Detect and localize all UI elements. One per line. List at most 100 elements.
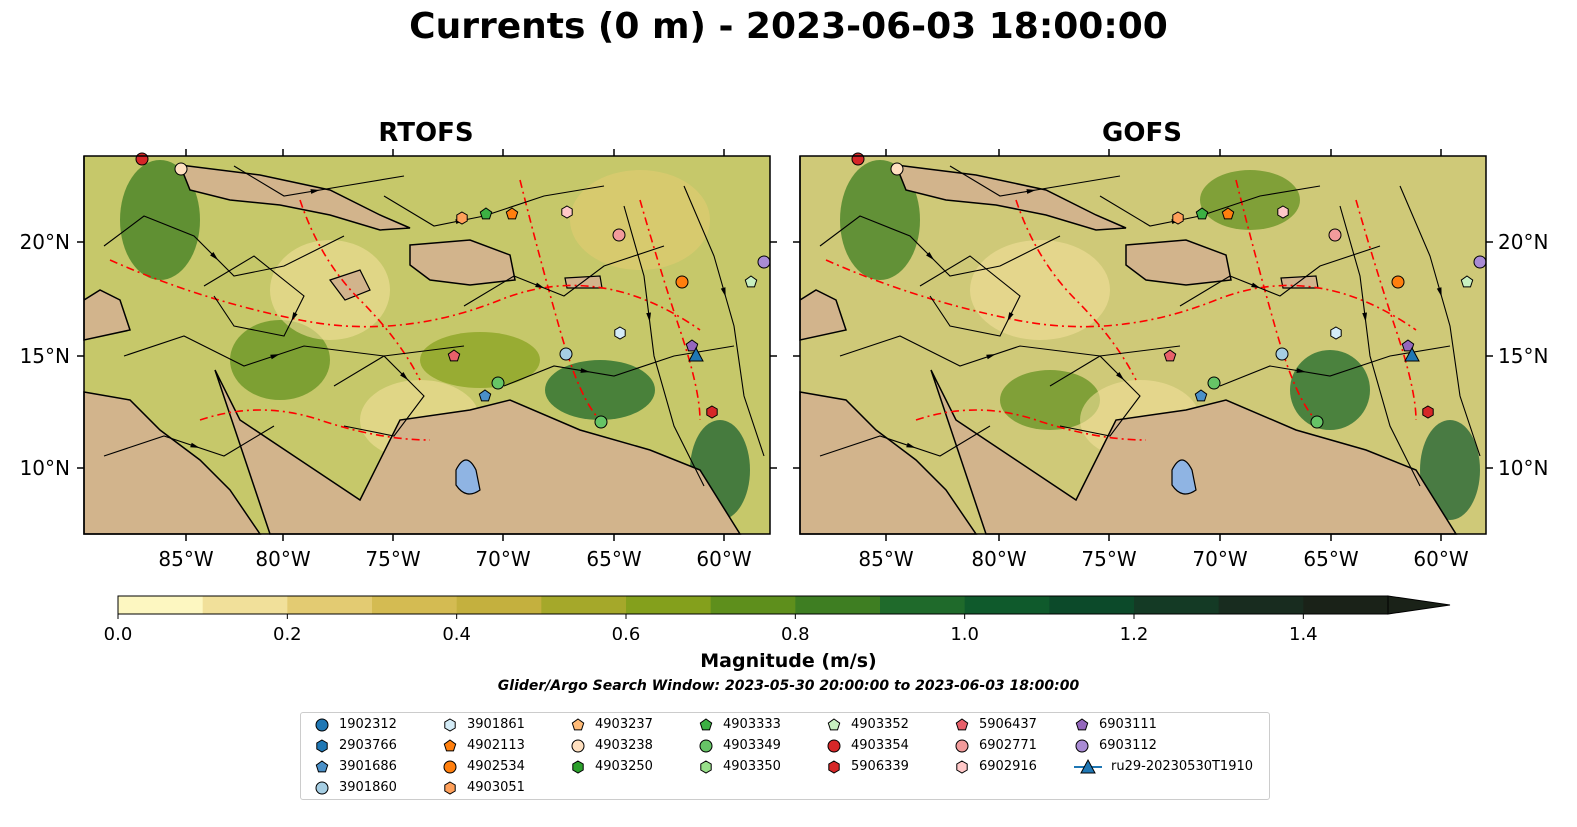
lat-tick-label-left: 15°N — [20, 344, 70, 368]
pentagon-marker-icon — [443, 739, 457, 752]
eez-boundaries — [109, 179, 701, 441]
colorbar-tick-label: 0.6 — [612, 624, 641, 640]
legend-label: 4903333 — [723, 717, 781, 732]
legend-item: 4903051 — [441, 778, 525, 798]
colorbar-tick-label: 1.2 — [1120, 624, 1149, 640]
hexagon-marker-icon — [444, 781, 456, 795]
legend: 1902312 2903766 3901686 3901860 3901861 49021… — [300, 712, 1270, 800]
legend-item: 6903112 — [1073, 736, 1157, 756]
float-markers — [851, 152, 1487, 429]
colorbar-tick-label: 0.0 — [104, 624, 133, 640]
legend-item: 3901860 — [313, 778, 397, 798]
legend-label: 2903766 — [339, 738, 397, 753]
axis-labels: 85°W 85°W 80°W 80°W 75°W 75°W 70°W 70°W 65°W 65°W… — [20, 149, 1548, 571]
pentagon-marker-icon — [1075, 718, 1089, 731]
circle-marker-icon — [571, 739, 585, 753]
panel-title-rtofs: RTOFS — [378, 118, 474, 148]
legend-label: 6902916 — [979, 759, 1037, 774]
panel-title-gofs: GOFS — [1102, 118, 1182, 148]
main-title: Currents (0 m) - 2023-06-03 18:00:00 — [409, 6, 1168, 47]
legend-label: 4903237 — [595, 717, 653, 732]
legend-item: 2903766 — [313, 736, 397, 756]
map-frame — [83, 155, 771, 535]
eez-boundaries — [825, 179, 1417, 441]
legend-label: ru29-20230530T1910 — [1111, 759, 1254, 774]
legend-label: 6903111 — [1099, 717, 1157, 732]
lon-tick-label: 70°W — [1192, 547, 1247, 571]
colorbar: 0.0 0.2 0.4 0.6 0.8 1.0 1.2 1.4 — [104, 595, 1451, 640]
colorbar-segment — [626, 596, 712, 614]
glider-track-icon — [1074, 758, 1102, 774]
lat-tick-label-left: 20°N — [20, 230, 70, 254]
legend-item: 3901686 — [313, 757, 397, 777]
circle-marker-icon — [315, 781, 329, 795]
legend-label: 6903112 — [1099, 738, 1157, 753]
colorbar-tick-label: 0.8 — [781, 624, 810, 640]
circle-marker-icon — [955, 739, 969, 753]
circle-marker-icon — [699, 739, 713, 753]
lon-tick-label: 85°W — [858, 547, 913, 571]
legend-label: 6902771 — [979, 738, 1037, 753]
hexagon-marker-icon — [316, 739, 328, 753]
colorbar-segment — [202, 596, 288, 614]
legend-item: 3901861 — [441, 715, 525, 735]
legend-label: 3901686 — [339, 759, 397, 774]
legend-item: 6902771 — [953, 736, 1037, 756]
pentagon-marker-icon — [699, 718, 713, 731]
legend-label: 4903051 — [467, 780, 525, 795]
colorbar-ticks: 0.0 0.2 0.4 0.6 0.8 1.0 1.2 1.4 — [104, 614, 1318, 640]
legend-label: 4903354 — [851, 738, 909, 753]
legend-item: ru29-20230530T1910 — [1073, 757, 1253, 777]
legend-item: 4903350 — [697, 757, 781, 777]
lat-tick-label-left: 10°N — [20, 456, 70, 480]
lat-tick-label-right: 10°N — [1498, 456, 1548, 480]
legend-item: 5906339 — [825, 757, 909, 777]
legend-item: 4903349 — [697, 736, 781, 756]
colorbar-tick-label: 1.0 — [950, 624, 979, 640]
circle-marker-icon — [315, 718, 329, 732]
legend-item: 4902534 — [441, 757, 525, 777]
lon-tick-label: 85°W — [158, 547, 213, 571]
hexagon-marker-icon — [956, 760, 968, 774]
circle-marker-icon — [827, 739, 841, 753]
legend-label: 4903349 — [723, 738, 781, 753]
legend-item: 4903250 — [569, 757, 653, 777]
lon-tick-label: 75°W — [365, 547, 420, 571]
lon-tick-label: 80°W — [255, 547, 310, 571]
legend-label: 4903352 — [851, 717, 909, 732]
legend-item: 5906437 — [953, 715, 1037, 735]
lon-tick-label: 60°W — [696, 547, 751, 571]
hexagon-marker-icon — [700, 760, 712, 774]
legend-item: 4903354 — [825, 736, 909, 756]
colorbar-segment — [287, 596, 373, 614]
pentagon-marker-icon — [827, 718, 841, 731]
map-panel-rtofs — [83, 152, 771, 535]
pentagon-marker-icon — [955, 718, 969, 731]
colorbar-segment — [456, 596, 542, 614]
lon-tick-label: 65°W — [586, 547, 641, 571]
pentagon-marker-icon — [315, 760, 329, 773]
colorbar-extend-arrow — [1387, 595, 1451, 615]
legend-item: 4903237 — [569, 715, 653, 735]
pentagon-marker-icon — [571, 718, 585, 731]
map-figure: 85°W 85°W 80°W 80°W 75°W 75°W 70°W 70°W 65°W 65°W… — [20, 149, 1548, 640]
colorbar-segment — [880, 596, 966, 614]
hexagon-marker-icon — [828, 760, 840, 774]
colorbar-segment — [1303, 596, 1389, 614]
colorbar-title: Magnitude (m/s) — [700, 650, 877, 672]
hexagon-marker-icon — [572, 760, 584, 774]
hexagon-marker-icon — [444, 718, 456, 732]
colorbar-segment — [372, 596, 458, 614]
colorbar-segment — [795, 596, 881, 614]
lon-tick-label: 65°W — [1303, 547, 1358, 571]
legend-label: 5906437 — [979, 717, 1037, 732]
colorbar-segment — [118, 596, 204, 614]
legend-label: 1902312 — [339, 717, 397, 732]
lon-tick-label: 60°W — [1413, 547, 1468, 571]
colorbar-segment — [710, 596, 796, 614]
legend-label: 3901860 — [339, 780, 397, 795]
legend-item: 4902113 — [441, 736, 525, 756]
lon-tick-label: 70°W — [475, 547, 530, 571]
circle-marker-icon — [443, 760, 457, 774]
legend-label: 5906339 — [851, 759, 909, 774]
